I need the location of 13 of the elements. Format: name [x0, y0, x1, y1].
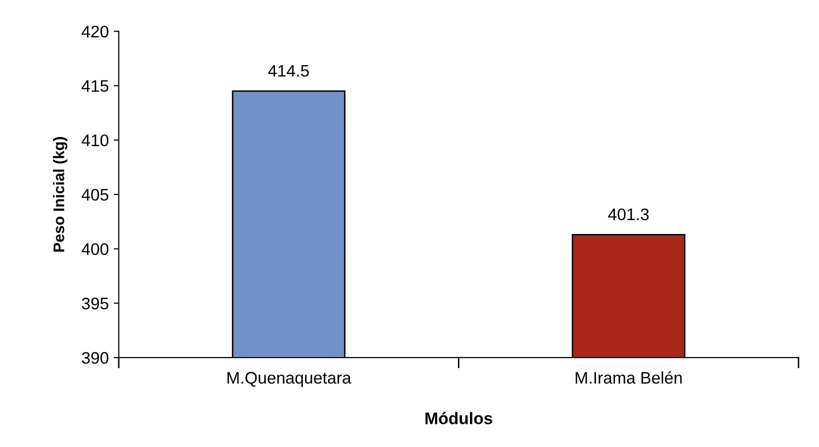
y-tick-label: 415 [82, 80, 108, 92]
data-label: 414.5 [268, 65, 309, 77]
x-axis-title: Módulos [426, 412, 492, 424]
y-tick-label: 405 [82, 188, 108, 201]
data-label: 401.3 [608, 208, 649, 220]
x-tick-label: M.Quenaquetara [228, 372, 352, 388]
x-tick-label: M.Irama Belén [576, 371, 682, 384]
y-axis-title: Peso Inicial (kg) [53, 137, 68, 252]
y-tick-label: 400 [82, 243, 108, 256]
y-tick-label: 395 [82, 298, 108, 310]
y-tick-label: 420 [82, 26, 108, 38]
y-tick-label: 410 [82, 134, 108, 146]
y-tick-label: 390 [82, 352, 108, 364]
